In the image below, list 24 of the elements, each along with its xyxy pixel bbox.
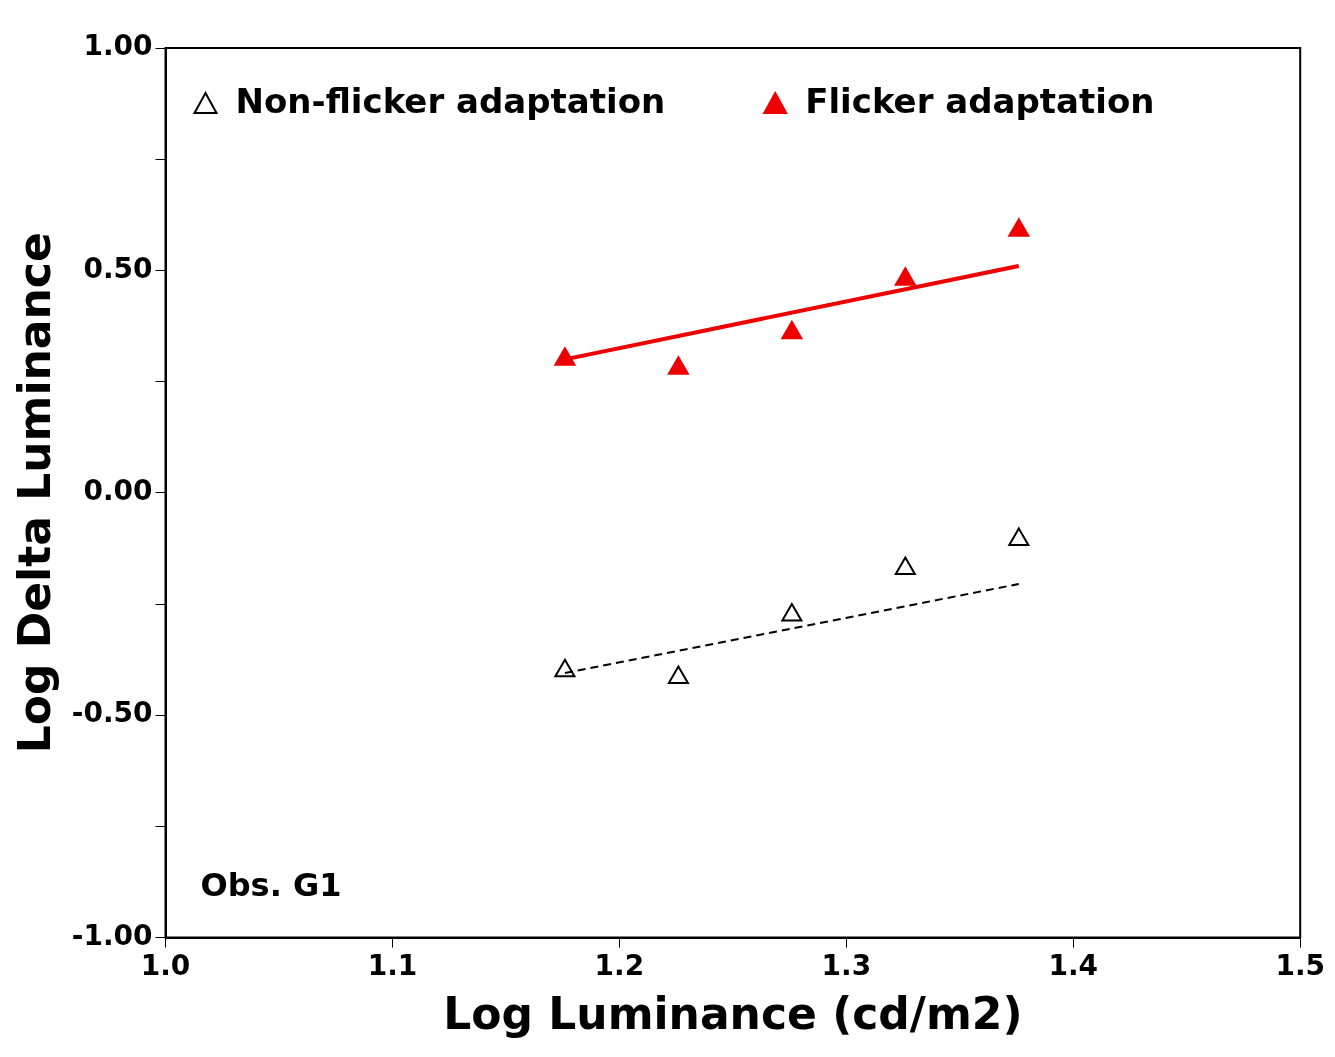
annotation: Obs. G1 bbox=[200, 865, 342, 904]
point bbox=[554, 347, 576, 366]
point bbox=[781, 603, 803, 622]
x-tick-label: 1.2 bbox=[594, 948, 645, 982]
y-axis-title: Log Delta Luminance bbox=[8, 232, 60, 754]
legend-label: Non-flicker adaptation bbox=[235, 80, 666, 121]
point bbox=[1008, 218, 1030, 237]
point bbox=[781, 320, 803, 340]
y-tick-label: 0.50 bbox=[83, 251, 153, 285]
legend-label: Flicker adaptation bbox=[805, 80, 1155, 121]
point bbox=[667, 356, 689, 375]
point bbox=[1008, 527, 1030, 546]
y-tick-label: -0.50 bbox=[71, 696, 153, 730]
y-tick-label: 1.00 bbox=[83, 29, 153, 63]
x-tick-label: 1.1 bbox=[367, 948, 418, 982]
point bbox=[667, 665, 689, 684]
x-tick-label: 1.3 bbox=[821, 948, 872, 982]
point bbox=[894, 267, 916, 286]
x-tick-label: 1.5 bbox=[1275, 948, 1325, 982]
point bbox=[894, 556, 916, 575]
x-axis-title: Log Luminance (cd/m2) bbox=[443, 988, 1023, 1040]
point bbox=[554, 658, 576, 678]
x-tick-label: 1.4 bbox=[1048, 948, 1099, 982]
y-tick-label: 0.00 bbox=[83, 474, 153, 508]
